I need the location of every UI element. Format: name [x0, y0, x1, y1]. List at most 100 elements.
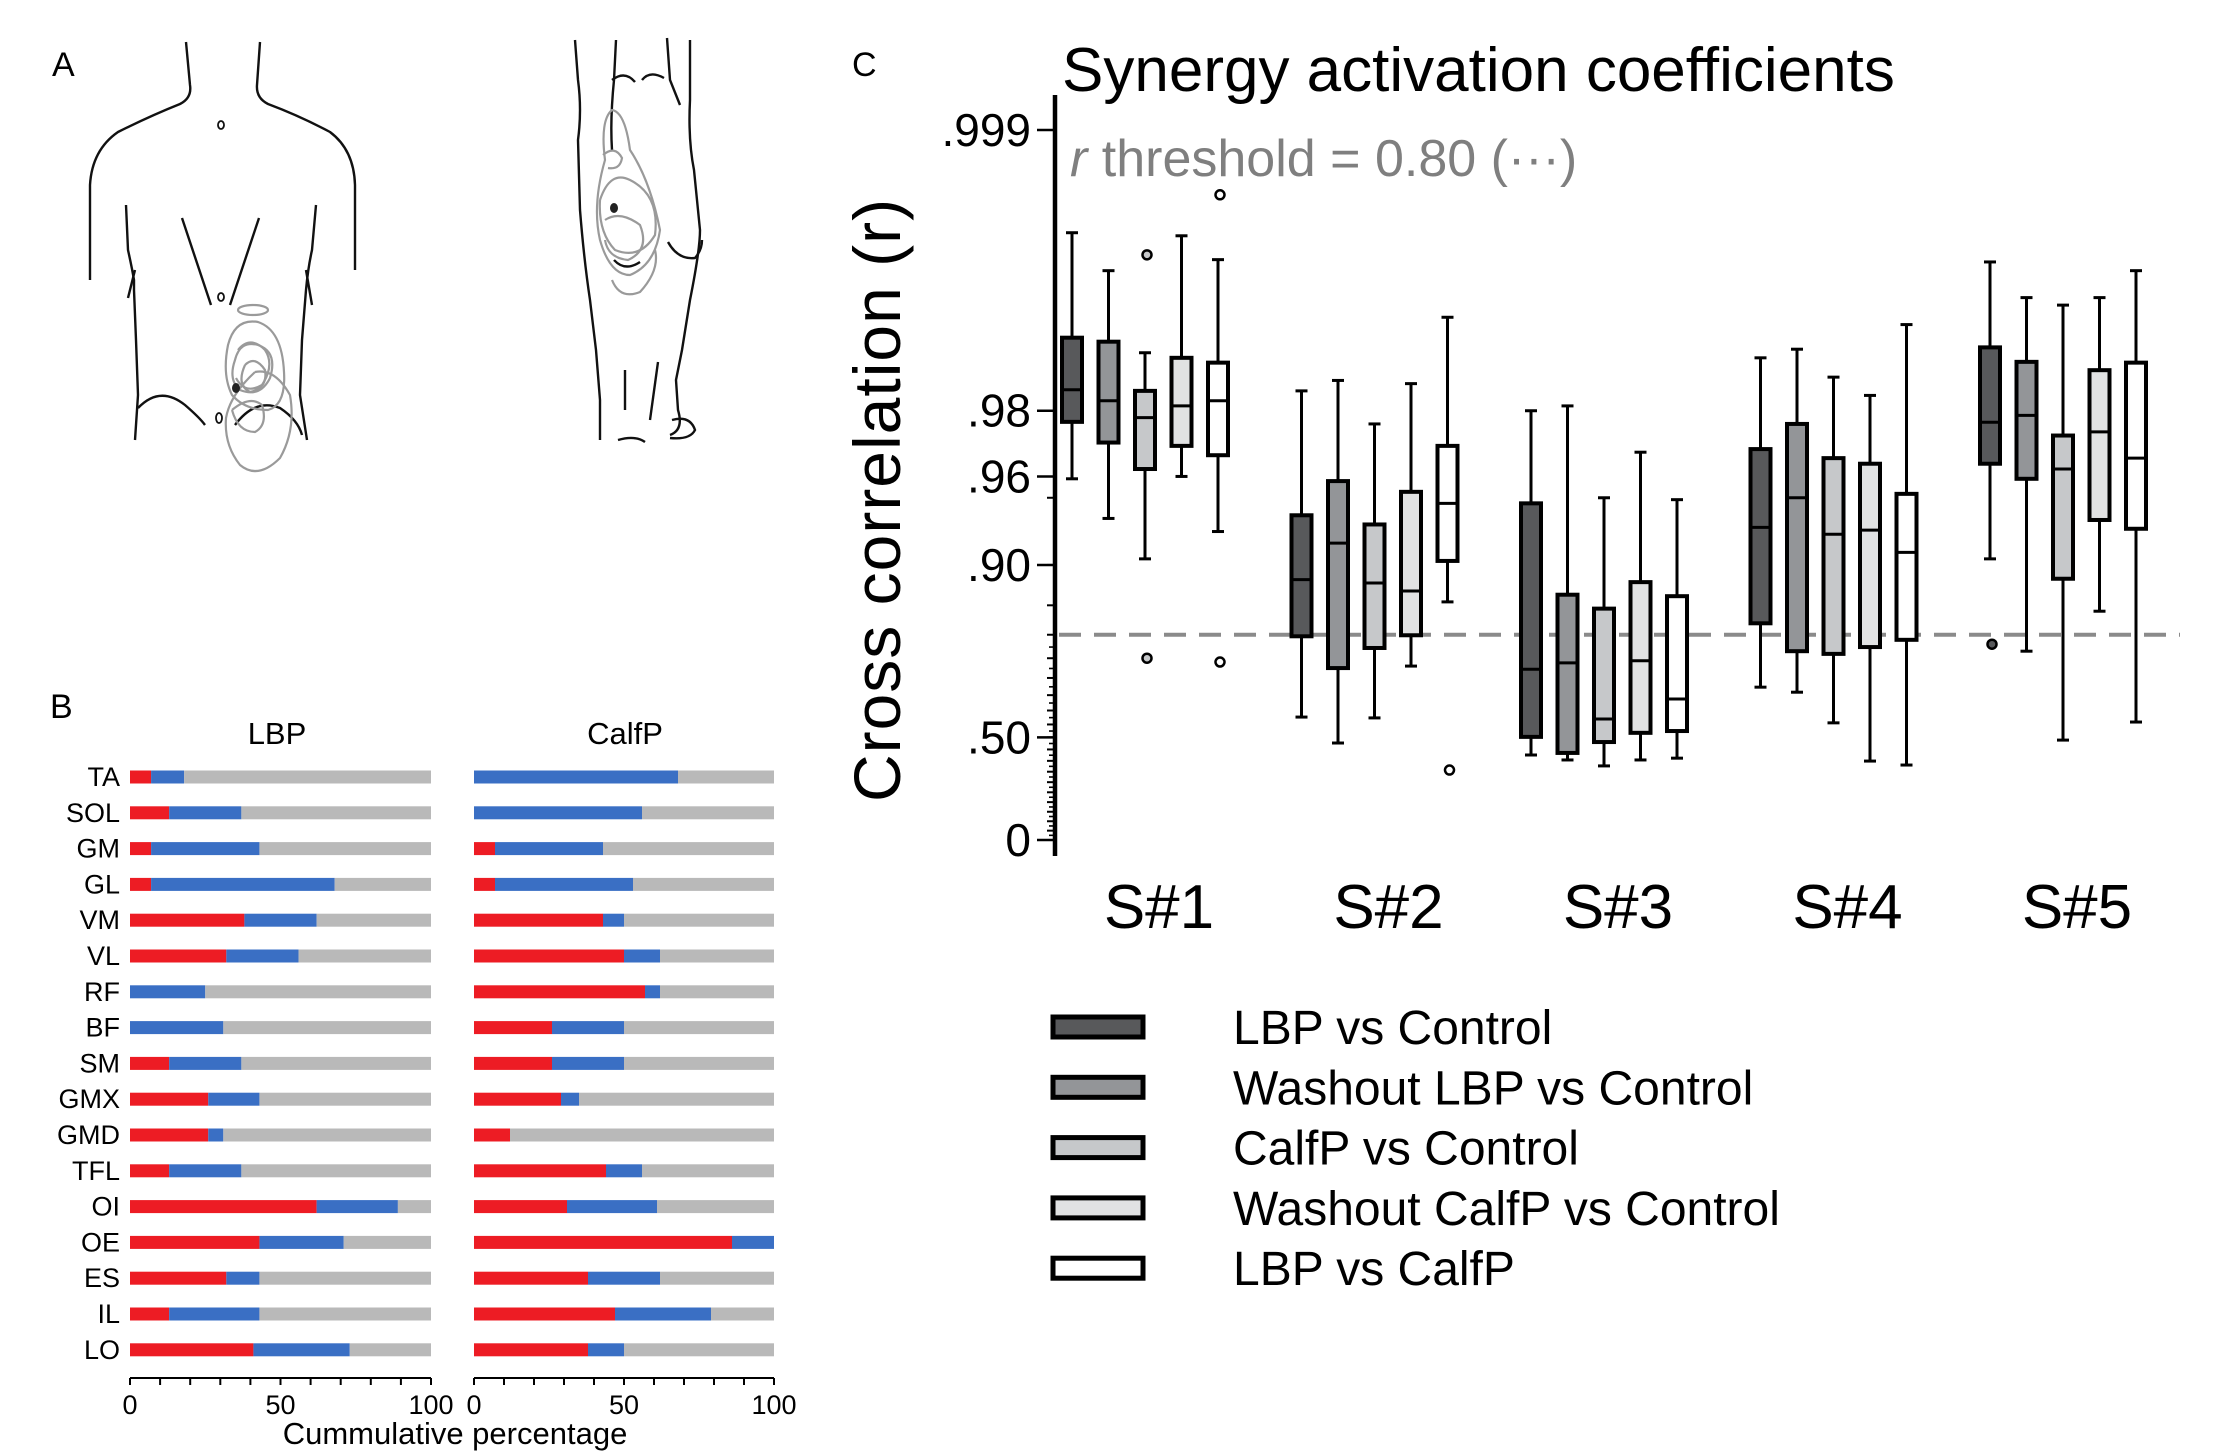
bar-segment-blue [624, 949, 660, 963]
box-plot [1096, 269, 1121, 520]
lbp-x-axis: 0 50 100 [122, 1377, 454, 1420]
bar-segment-grey [241, 1164, 431, 1178]
bar-segment-grey [349, 1343, 431, 1357]
iqr-box [1206, 360, 1230, 458]
x-tick-label: S#4 [1792, 873, 1902, 942]
tick-label: 0 [122, 1390, 137, 1420]
landmark-marker [215, 412, 223, 424]
bar-segment-red [474, 1128, 510, 1142]
legend-item: Washout CalfP vs Control [1050, 1183, 1780, 1236]
panel-c-box-plot: C Synergy activation coefficients r thre… [840, 36, 2180, 1296]
bar-segment-red [474, 1056, 552, 1070]
box-plot [1519, 409, 1543, 757]
bar-segment-red [474, 949, 624, 963]
box-plot [1169, 234, 1194, 478]
legend-label: Washout CalfP vs Control [1233, 1183, 1780, 1236]
box-plot [1362, 422, 1387, 720]
outlier-point [1214, 656, 1226, 668]
muscle-label: OI [91, 1192, 120, 1222]
tick-label: 50 [265, 1390, 295, 1420]
bar-segment-grey [259, 1307, 431, 1321]
muscle-label: ES [84, 1263, 120, 1293]
y-tick-label: 0 [1005, 814, 1031, 866]
chart-title: Synergy activation coefficients [1062, 36, 1895, 105]
bar-segment-red [130, 1200, 317, 1214]
bar-segment-blue [226, 949, 299, 963]
x-axis-label: Cummulative percentage [283, 1416, 628, 1451]
muscle-label: GMD [57, 1120, 120, 1150]
iqr-box [1748, 447, 1773, 626]
iqr-box [1894, 491, 1919, 642]
box-groups [1060, 189, 2148, 776]
bar-segment-blue [130, 985, 206, 999]
bar-segment-blue [588, 1343, 624, 1357]
legend-label: CalfP vs Control [1233, 1123, 1579, 1176]
box-plot [1628, 450, 1653, 762]
panel-a-body-maps: A [52, 37, 704, 473]
y-axis-label: Cross correlation (r) [840, 198, 914, 802]
r-symbol: r [1070, 130, 1090, 188]
bar-segment-red [474, 877, 495, 891]
iqr-box [2124, 360, 2148, 531]
iqr-box [1169, 355, 1194, 448]
bar-segment-grey [624, 1056, 774, 1070]
leg-outline [573, 37, 704, 444]
legend-item: LBP vs CalfP [1050, 1243, 1515, 1296]
bar-segment-grey [259, 842, 431, 856]
legend-item: Washout LBP vs Control [1050, 1062, 1753, 1115]
bar-segment-red [474, 1307, 615, 1321]
iqr-box [2014, 359, 2039, 481]
bar-segment-red [130, 877, 152, 891]
iqr-box [1326, 479, 1350, 671]
legend-item: CalfP vs Control [1050, 1123, 1579, 1176]
y-tick-label: .90 [967, 539, 1031, 591]
iqr-box [1096, 339, 1121, 445]
box-plot [1592, 496, 1616, 768]
bar-segment-grey [657, 1200, 774, 1214]
bar-segment-blue [474, 806, 642, 820]
bar-segment-blue [244, 913, 317, 927]
muscle-label: LO [84, 1335, 120, 1365]
bar-segment-red [474, 1164, 606, 1178]
box-plot [1326, 378, 1350, 745]
bar-segment-red [474, 913, 603, 927]
calfp-x-axis: 0 50 100 [466, 1377, 797, 1420]
muscle-label: SM [80, 1048, 121, 1078]
x-tick-label: S#5 [2022, 873, 2132, 942]
muscle-label: VL [87, 941, 120, 971]
back-pain-drawings [224, 303, 293, 473]
bar-segment-red [130, 842, 152, 856]
threshold-annotation: r threshold = 0.80 (···) [1070, 130, 1577, 188]
bar-segment-blue [495, 842, 603, 856]
box-plot [2087, 296, 2112, 613]
bar-segment-blue [259, 1235, 344, 1249]
panel-a-letter: A [52, 46, 75, 84]
muscle-label: BF [85, 1013, 120, 1043]
bar-segment-grey [624, 1343, 774, 1357]
muscle-label: IL [97, 1299, 120, 1329]
bar-segment-grey [223, 1021, 431, 1035]
outlier-point [1141, 249, 1153, 261]
bar-segment-red [474, 1092, 561, 1106]
box-plot [1555, 404, 1580, 762]
bar-segment-blue [169, 1307, 260, 1321]
legend-swatch [1050, 1014, 1146, 1040]
bar-segment-blue [474, 770, 678, 784]
bar-segment-blue [208, 1092, 260, 1106]
bar-segment-blue [151, 877, 335, 891]
tick-label: 100 [751, 1390, 796, 1420]
bar-segment-blue [151, 770, 185, 784]
box-plot [1665, 498, 1689, 760]
box-plot [1133, 249, 1157, 664]
x-tick-label: S#2 [1333, 873, 1443, 942]
box-plot [1435, 315, 1460, 776]
bar-segment-red [130, 1235, 260, 1249]
x-tick-label: S#3 [1563, 873, 1673, 942]
bar-segment-grey [397, 1200, 431, 1214]
bar-segment-blue [208, 1128, 224, 1142]
landmark-marker [217, 120, 225, 130]
bar-segment-red [474, 1235, 732, 1249]
box-plot [1060, 231, 1084, 481]
muscle-labels: TA SOL GM GL VM VL RF BF SM GMX GMD TFL OI OE ES IL LO [57, 762, 120, 1365]
box-plot [1206, 189, 1230, 668]
